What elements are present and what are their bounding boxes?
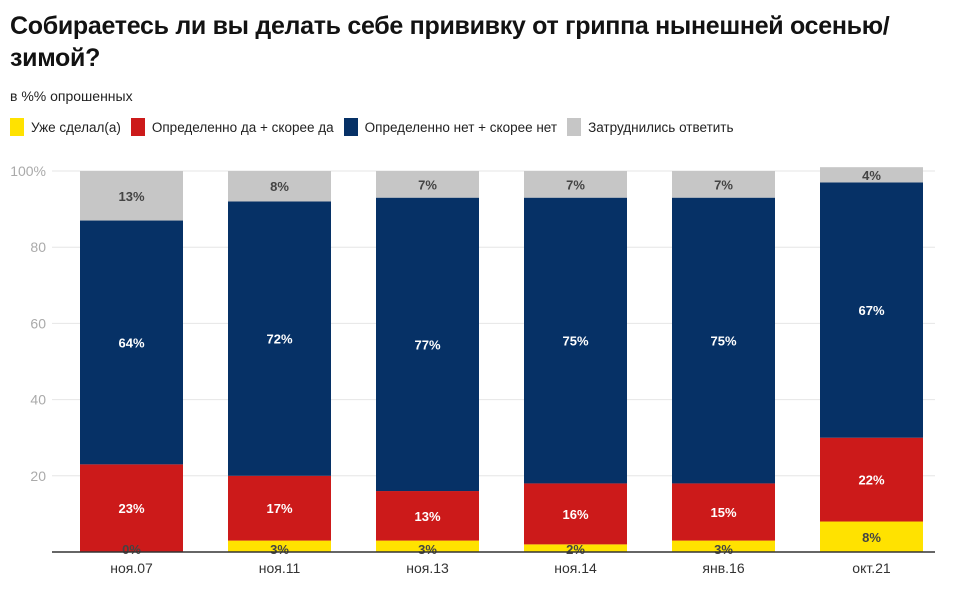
bar-stack xyxy=(820,167,923,552)
gridlines xyxy=(52,170,935,477)
value-label: 3% xyxy=(714,542,733,557)
value-label: 8% xyxy=(270,179,289,194)
bar-segment xyxy=(820,521,923,552)
chart-title: Собираетесь ли вы делать себе прививку о… xyxy=(10,12,890,72)
bar-segment xyxy=(524,483,627,545)
value-label: 8% xyxy=(862,530,881,545)
bar-segment xyxy=(80,171,183,221)
legend-item-no: Определенно нет + скорее нет xyxy=(343,118,558,136)
value-label: 13% xyxy=(118,189,144,204)
x-tick-label: окт.21 xyxy=(852,560,891,576)
value-label: 75% xyxy=(562,334,588,349)
x-tick-label: ноя.11 xyxy=(259,560,301,576)
x-tick-label: ноя.13 xyxy=(406,560,449,576)
bar-segment xyxy=(228,475,331,541)
legend-label: Определенно да + скорее да xyxy=(151,119,334,135)
bar-segment xyxy=(228,171,331,202)
y-axis: 20 40 60 80 100% xyxy=(10,163,46,484)
value-label: 15% xyxy=(710,505,736,520)
value-labels: 0% 23% 64% 13% 3% 17% 72% 8% 3% 13% 77% 7% 2% 16% 75% 7… xyxy=(118,168,884,557)
legend-item-yes: Определенно да + скорее да xyxy=(130,118,334,136)
bar-stack xyxy=(524,171,627,552)
value-label: 67% xyxy=(858,303,884,318)
bar-segment xyxy=(672,171,775,198)
bar-segment xyxy=(228,201,331,476)
legend-label: Определенно нет + скорее нет xyxy=(364,119,558,135)
bar-segment xyxy=(376,171,479,198)
x-tick-label: ноя.07 xyxy=(110,560,153,576)
legend: Уже сделал(а) Определенно да + скорее да… xyxy=(10,118,744,136)
value-label: 7% xyxy=(418,177,437,192)
bar-segment xyxy=(820,437,923,522)
value-label: 7% xyxy=(714,177,733,192)
x-tick-label: ноя.14 xyxy=(554,560,597,576)
bar-segment xyxy=(376,197,479,492)
legend-swatch xyxy=(343,118,358,136)
y-tick-label: 80 xyxy=(30,239,46,255)
bar-segment xyxy=(524,197,627,484)
legend-swatch xyxy=(567,118,582,136)
bar-stack xyxy=(80,171,183,552)
legend-swatch xyxy=(10,118,24,136)
value-label: 75% xyxy=(710,334,736,349)
bar-segment xyxy=(376,491,479,541)
legend-swatch xyxy=(130,118,145,136)
value-label: 22% xyxy=(858,473,884,488)
bar-stack xyxy=(228,171,331,552)
value-label: 17% xyxy=(266,501,292,516)
bar-segment xyxy=(524,544,627,552)
y-tick-label: 40 xyxy=(30,392,46,408)
value-label: 0% xyxy=(122,542,141,557)
y-tick-label: 20 xyxy=(30,468,46,484)
value-label: 4% xyxy=(862,168,881,183)
legend-label: Затруднились ответить xyxy=(588,119,734,135)
value-label: 3% xyxy=(270,542,289,557)
bar-segment xyxy=(376,540,479,552)
bar-stack xyxy=(672,171,775,552)
bar-segment xyxy=(524,171,627,198)
legend-item-undecided: Затруднились ответить xyxy=(567,118,734,136)
x-tick-label: янв.16 xyxy=(702,560,744,576)
bar-segment xyxy=(672,540,775,552)
bar-segment xyxy=(820,182,923,438)
bars xyxy=(80,167,923,552)
value-label: 3% xyxy=(418,542,437,557)
legend-item-already-done: Уже сделал(а) xyxy=(10,118,121,136)
bar-segment xyxy=(228,540,331,552)
value-label: 23% xyxy=(118,501,144,516)
y-tick-label: 100% xyxy=(10,163,46,179)
value-label: 16% xyxy=(562,507,588,522)
bar-segment xyxy=(820,167,923,183)
value-label: 13% xyxy=(414,509,440,524)
value-label: 7% xyxy=(566,177,585,192)
value-label: 77% xyxy=(414,337,440,352)
bar-stack xyxy=(376,171,479,552)
chart-subtitle: в %% опрошенных xyxy=(10,88,133,104)
legend-label: Уже сделал(а) xyxy=(31,119,121,135)
value-label: 72% xyxy=(266,332,292,347)
bar-segment xyxy=(80,464,183,552)
value-label: 2% xyxy=(566,542,585,557)
x-axis: ноя.07 ноя.11 ноя.13 ноя.14 янв.16 окт.21 xyxy=(52,551,935,576)
bar-segment xyxy=(80,220,183,465)
bar-segment xyxy=(672,197,775,484)
bar-segment xyxy=(672,483,775,541)
y-tick-label: 60 xyxy=(30,315,46,331)
value-label: 64% xyxy=(118,335,144,350)
